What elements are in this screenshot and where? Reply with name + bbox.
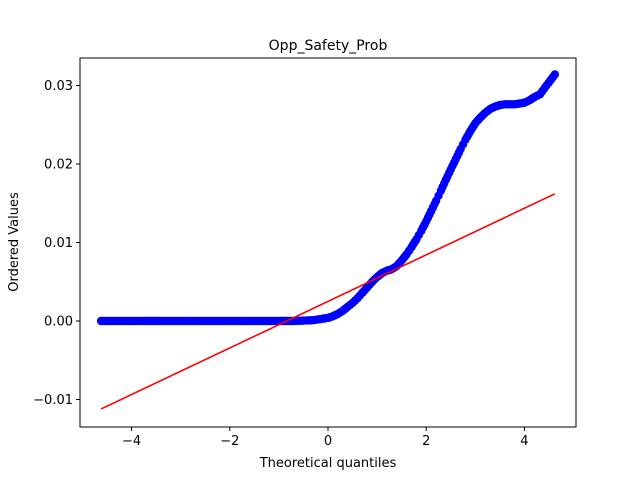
x-tick-label: −2 — [220, 434, 239, 449]
y-tick-label: −0.01 — [33, 393, 73, 408]
x-tick-label: −4 — [122, 434, 141, 449]
y-axis: −0.01 0.00 0.01 0.02 0.03 — [33, 79, 80, 408]
x-tick-label: 0 — [324, 434, 332, 449]
y-tick-label: 0.03 — [44, 79, 73, 94]
y-tick-label: 0.01 — [44, 236, 73, 251]
y-tick-label: 0.02 — [44, 157, 73, 172]
x-axis: −4 −2 0 2 4 — [122, 427, 529, 449]
plot-area — [96, 70, 560, 410]
data-points — [96, 70, 560, 326]
x-tick-label: 4 — [520, 434, 528, 449]
x-tick-label: 2 — [422, 434, 430, 449]
fit-line — [100, 193, 556, 410]
data-point — [550, 70, 560, 79]
chart-title: Opp_Safety_Prob — [269, 38, 388, 54]
y-axis-label: Ordered Values — [7, 192, 22, 292]
x-axis-label: Theoretical quantiles — [259, 456, 397, 471]
y-tick-label: 0.00 — [44, 315, 73, 330]
